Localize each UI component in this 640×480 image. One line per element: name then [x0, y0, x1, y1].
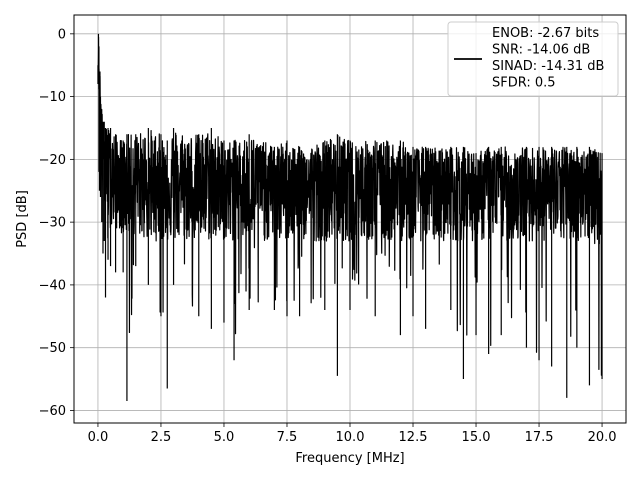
x-axis-label: Frequency [MHz]	[295, 451, 404, 466]
y-tick-label: −10	[39, 90, 66, 105]
y-tick-label: −60	[39, 404, 66, 419]
series-layer	[97, 33, 603, 402]
x-tick-label: 12.5	[399, 430, 428, 445]
legend-snr: SNR: -14.06 dB	[492, 43, 590, 58]
x-tick-label: 10.0	[336, 430, 365, 445]
y-axis-label: PSD [dB]	[15, 190, 30, 248]
legend-enob: ENOB: -2.67 bits	[492, 26, 599, 41]
x-tick-label: 17.5	[525, 430, 554, 445]
legend-sfdr: SFDR: 0.5	[492, 76, 556, 91]
x-axis-ticks: 0.0 2.5 5.0 7.5 10.0 12.5 15.0 17.5 20.0	[88, 423, 617, 445]
x-tick-label: 0.0	[88, 430, 109, 445]
y-tick-label: −30	[39, 216, 66, 231]
legend: ENOB: -2.67 bits SNR: -14.06 dB SINAD: -…	[447, 21, 619, 97]
x-tick-label: 20.0	[588, 430, 617, 445]
legend-sinad: SINAD: -14.31 dB	[492, 59, 604, 74]
y-tick-label: −20	[39, 153, 66, 168]
x-tick-label: 2.5	[151, 430, 172, 445]
y-tick-label: 0	[58, 27, 66, 42]
y-tick-label: −40	[39, 278, 66, 293]
y-axis-ticks: 0 −10 −20 −30 −40 −50 −60	[39, 27, 74, 419]
psd-series-line	[97, 33, 603, 402]
x-tick-label: 7.5	[277, 430, 298, 445]
x-tick-label: 15.0	[462, 430, 491, 445]
legend-box	[447, 21, 619, 97]
y-tick-label: −50	[39, 341, 66, 356]
x-tick-label: 5.0	[214, 430, 235, 445]
